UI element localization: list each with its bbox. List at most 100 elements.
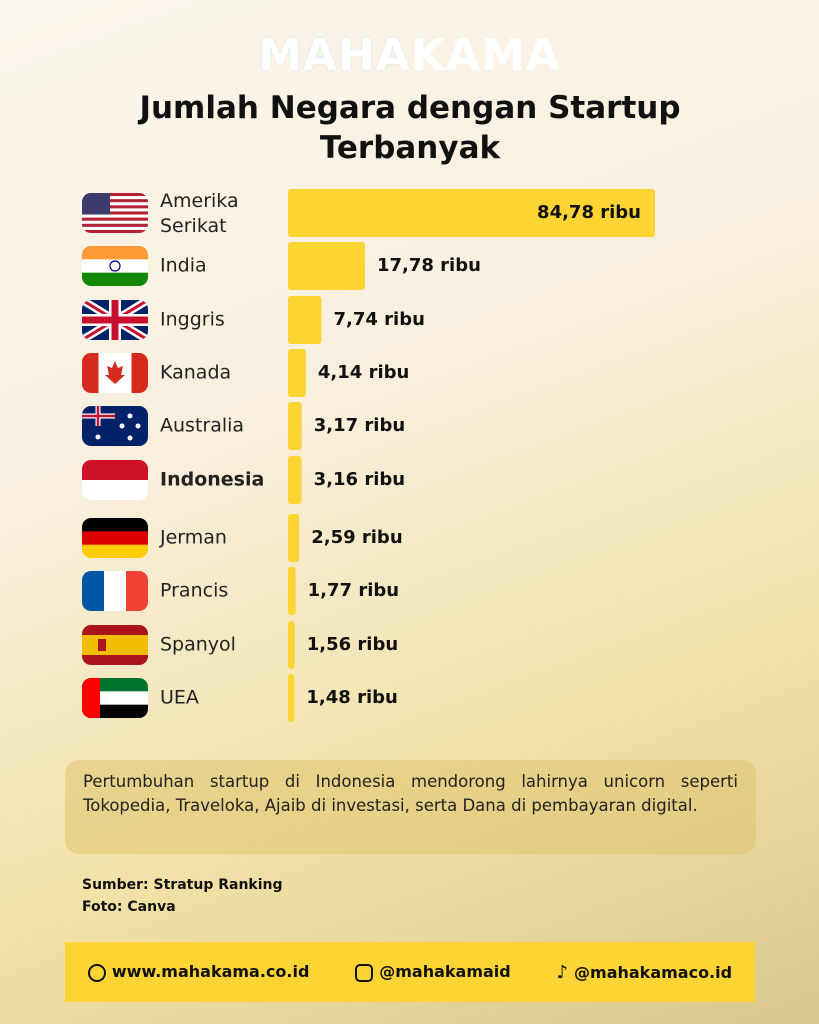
flag — [82, 406, 148, 446]
flag-stripe — [82, 571, 105, 611]
instagram-item: @mahakamaid — [355, 962, 511, 982]
flag-stripe — [82, 353, 99, 393]
chart: Amerika Serikat 84,78 ribu India 17,78 ribu I… — [82, 189, 655, 722]
tiktok-icon: ♪ — [556, 961, 569, 983]
tiktok-item: ♪ @mahakamaco.id — [557, 962, 733, 983]
flag-stripe — [82, 226, 148, 231]
flag-stripe — [82, 217, 148, 221]
flag-stripe — [82, 518, 148, 532]
globe-icon — [87, 963, 106, 982]
flag-stripe — [82, 460, 148, 481]
source: Sumber: Stratup Ranking — [82, 877, 283, 893]
category-label: Amerika Serikat — [160, 190, 239, 237]
category-label: Indonesia — [160, 469, 264, 491]
flag-stripe — [82, 199, 148, 203]
flag-star — [127, 413, 133, 419]
flag — [82, 571, 148, 611]
flag-stripe — [82, 214, 148, 218]
value-label: 4,14 ribu — [318, 362, 409, 383]
flag-stripe — [131, 353, 148, 393]
flag — [82, 246, 148, 286]
logo-part: KAMA — [410, 30, 561, 81]
tiktok[interactable]: @mahakamaco.id — [574, 962, 733, 982]
flag-stripe — [82, 211, 148, 215]
flag-cross — [82, 406, 115, 426]
flag-wheel — [109, 260, 121, 272]
flag-stripe — [82, 480, 148, 500]
flag-stripe — [82, 246, 148, 260]
bar — [288, 456, 302, 504]
bar — [288, 514, 300, 562]
bar — [288, 567, 296, 615]
flag-emblem — [98, 639, 106, 651]
bar — [288, 402, 302, 450]
flag-stripe — [82, 193, 148, 197]
bar — [288, 349, 306, 397]
logo-part: MAHA — [258, 30, 411, 81]
flag-stripe — [104, 571, 127, 611]
flag-stripe — [82, 531, 148, 546]
value-label: 17,78 ribu — [377, 255, 481, 276]
flag-stripe — [82, 208, 148, 212]
flag — [82, 300, 148, 340]
flag-stripe — [82, 544, 148, 558]
bar — [288, 296, 322, 344]
bar — [288, 242, 365, 290]
category-label: Australia — [160, 415, 244, 437]
flag — [82, 193, 148, 233]
note: Pertumbuhan startup di Indonesia mendoro… — [65, 760, 756, 854]
flag-band — [82, 678, 100, 718]
value-label: 3,16 ribu — [314, 469, 405, 490]
flag-star — [95, 434, 101, 440]
flag — [82, 678, 148, 718]
category-label: India — [160, 255, 207, 277]
footer: www.mahakama.co.id @mahakamaid ♪ @mahakam… — [65, 942, 755, 1002]
flag-stripe — [82, 645, 148, 656]
category-label: Inggris — [160, 309, 225, 331]
value-label: 7,74 ribu — [334, 309, 425, 330]
category-label: Jerman — [159, 527, 227, 549]
category-label: Spanyol — [160, 634, 236, 656]
flag-stripe — [82, 196, 148, 200]
chart-title: Jumlah Negara dengan Startup Terbanyak — [139, 90, 681, 166]
instagram[interactable]: @mahakamaid — [379, 962, 511, 982]
flag — [82, 460, 148, 500]
flag-stripe — [82, 655, 148, 665]
category-label: Prancis — [160, 580, 228, 602]
website-item: www.mahakama.co.id — [87, 962, 310, 982]
bar — [288, 674, 295, 722]
flag-stripe — [115, 353, 132, 393]
flag-stripe — [82, 223, 148, 228]
value-label: 84,78 ribu — [537, 202, 641, 223]
flag-stripe — [82, 202, 148, 206]
flag-stripe — [126, 571, 148, 611]
flag-star — [119, 423, 125, 429]
flag-canton — [82, 193, 110, 215]
flag-stripe — [82, 229, 148, 233]
flag-stripe — [82, 635, 148, 646]
logo: MAHAKAMA — [0, 30, 819, 81]
website[interactable]: www.mahakama.co.id — [111, 962, 310, 982]
flag — [82, 353, 148, 393]
instagram-icon — [355, 963, 374, 982]
flag-cross — [82, 300, 148, 340]
flag-leaf — [105, 361, 125, 384]
flag-stripe — [82, 220, 148, 225]
flag-stripe — [82, 259, 148, 274]
flag — [82, 625, 148, 665]
flag-stripe — [82, 625, 148, 636]
flag-stripe — [82, 205, 148, 209]
photo-credit: Foto: Canva — [82, 899, 176, 915]
bar — [288, 621, 295, 669]
value-label: 1,48 ribu — [306, 687, 397, 708]
flag-star — [127, 435, 133, 441]
value-label: 3,17 ribu — [314, 415, 405, 436]
flag-stripe — [98, 353, 116, 393]
category-label: UEA — [160, 687, 199, 709]
value-label: 2,59 ribu — [311, 527, 402, 548]
value-label: 1,56 ribu — [307, 634, 398, 655]
value-label: 1,77 ribu — [308, 580, 399, 601]
flag-star — [135, 423, 141, 429]
bar — [288, 189, 655, 237]
